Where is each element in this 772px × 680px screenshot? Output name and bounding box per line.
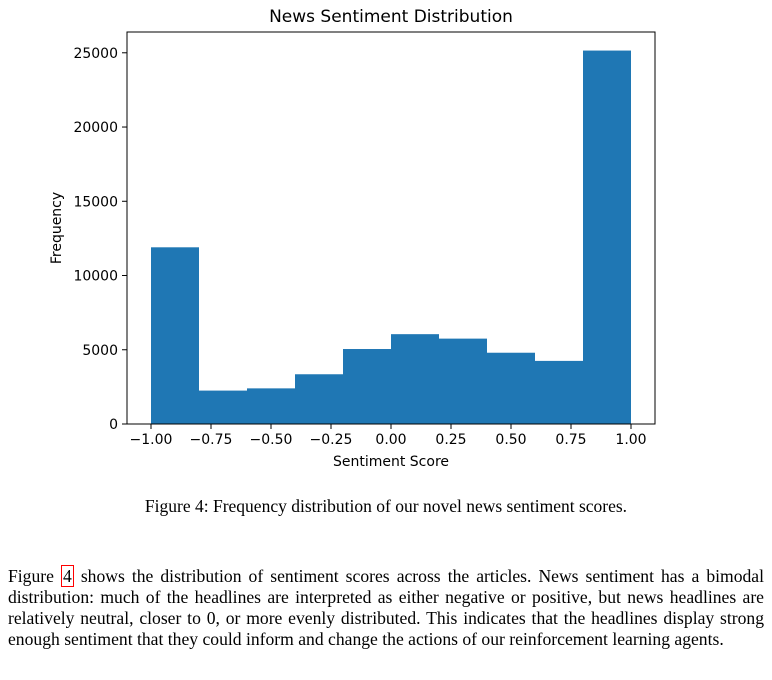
chart-title: News Sentiment Distribution [269, 7, 513, 27]
histogram-bar [343, 349, 391, 424]
histogram-bar [199, 390, 247, 424]
x-tick-label: −0.75 [190, 432, 233, 448]
histogram-bar [583, 50, 631, 424]
histogram-bar [487, 352, 535, 424]
histogram-bar [439, 338, 487, 424]
paragraph-text: shows the distribution of sentiment scor… [8, 566, 765, 649]
x-tick-label: 0.00 [375, 432, 406, 448]
y-tick-label: 25000 [73, 46, 118, 62]
figure-caption: Figure 4: Frequency distribution of our … [144, 496, 628, 516]
paragraph-lead: Figure [8, 566, 61, 586]
y-tick-label: 20000 [73, 120, 118, 136]
x-tick-label: −1.00 [130, 432, 173, 448]
y-tick-label: 10000 [73, 269, 118, 285]
x-tick-label: 0.75 [555, 432, 586, 448]
x-tick-label: 1.00 [615, 432, 646, 448]
x-tick-label: 0.50 [495, 432, 526, 448]
histogram-bar [535, 360, 583, 424]
plot-frame [126, 31, 656, 425]
x-tick-label: −0.50 [250, 432, 293, 448]
y-axis-label: Frequency [49, 192, 65, 264]
histogram-bar [295, 374, 343, 424]
x-tick-label: −0.25 [310, 432, 353, 448]
histogram-bar [247, 388, 295, 424]
body-paragraph: Figure 4 shows the distribution of senti… [8, 565, 765, 650]
figure-reference-link[interactable]: 4 [60, 565, 74, 587]
histogram-figure: News Sentiment Distribution −1.00 −0.75 −0… [49, 7, 656, 470]
histogram-bar [151, 247, 199, 424]
y-tick-label: 5000 [82, 343, 118, 359]
y-tick-label: 0 [109, 417, 118, 433]
x-axis-label: Sentiment Score [333, 454, 449, 470]
histogram-bar [391, 334, 439, 424]
y-tick-label: 15000 [73, 194, 118, 210]
x-tick-label: 0.25 [435, 432, 466, 448]
